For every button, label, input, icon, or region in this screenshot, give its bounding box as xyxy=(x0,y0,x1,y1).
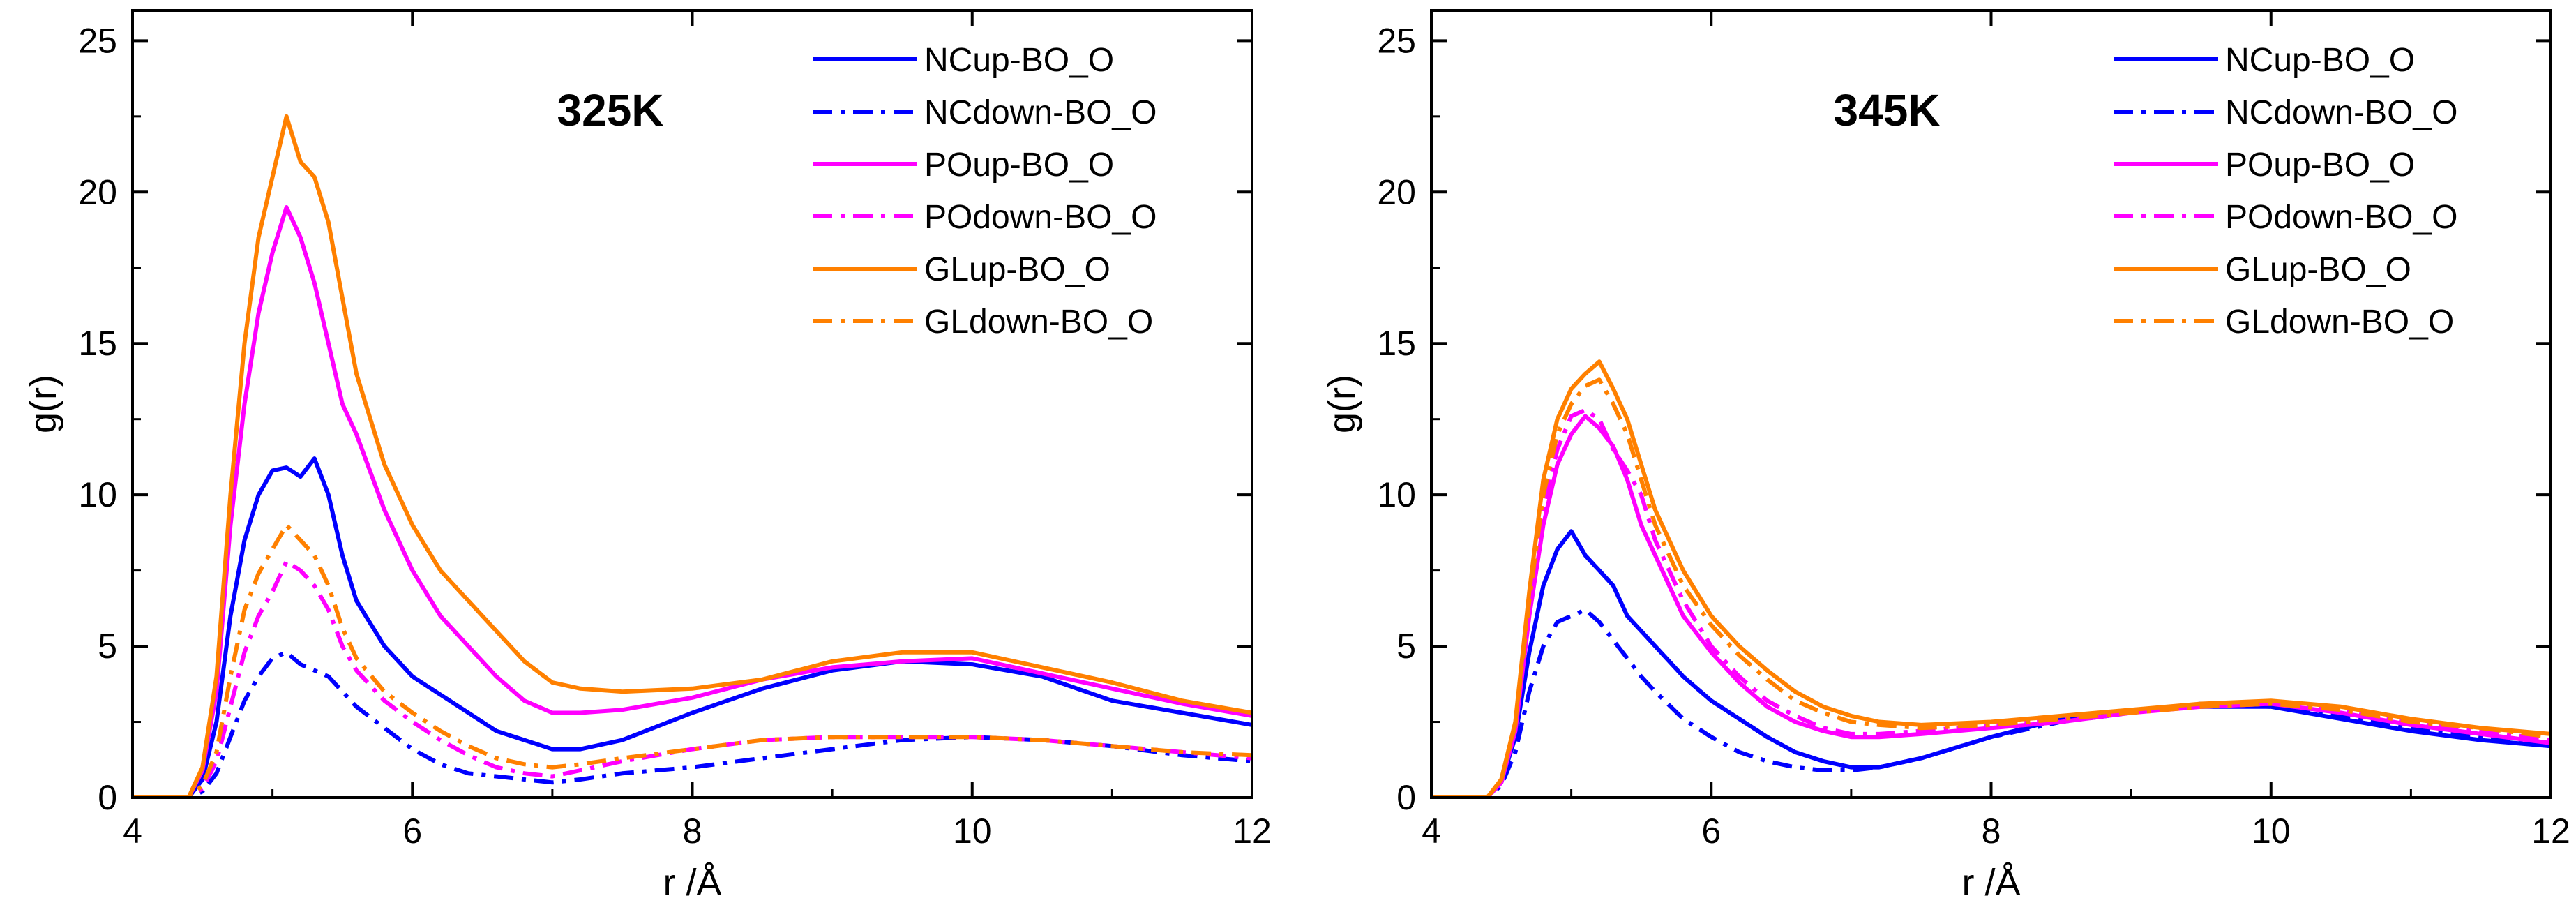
series-line xyxy=(133,456,1252,798)
series-line xyxy=(1431,408,2551,798)
x-tick-label: 12 xyxy=(2531,812,2570,851)
series-line xyxy=(1431,529,2551,798)
x-tick-label: 12 xyxy=(1233,812,1272,851)
y-tick-label: 25 xyxy=(1377,21,1416,60)
y-axis-title: g(r) xyxy=(1321,375,1363,433)
x-tick-label: 10 xyxy=(953,812,992,851)
legend-entry: POup-BO_O xyxy=(924,147,1114,184)
y-tick-label: 15 xyxy=(1377,324,1416,363)
series-line xyxy=(133,559,1252,798)
legend-entry: GLup-BO_O xyxy=(2225,251,2411,288)
series-line xyxy=(133,650,1252,798)
y-tick-label: 10 xyxy=(1377,475,1416,514)
series-line xyxy=(133,523,1252,798)
x-tick-label: 8 xyxy=(683,812,702,851)
panel-title: 325K xyxy=(557,85,664,135)
panel-title: 345K xyxy=(1834,85,1941,135)
x-tick-label: 4 xyxy=(123,812,142,851)
legend-entry: POup-BO_O xyxy=(2225,147,2415,184)
x-tick-label: 10 xyxy=(2252,812,2291,851)
y-tick-label: 0 xyxy=(1396,778,1416,817)
y-tick-label: 10 xyxy=(78,475,117,514)
series-line xyxy=(1431,359,2551,798)
legend-entry: POdown-BO_O xyxy=(924,199,1157,236)
legend-entry: NCup-BO_O xyxy=(2225,42,2415,79)
legend: NCup-BO_O NCdown-BO_O POup-BO_O POdown-BO_O… xyxy=(2114,42,2457,341)
x-tick-label: 8 xyxy=(1982,812,2001,851)
series-line xyxy=(1431,608,2551,798)
legend-entry: NCdown-BO_O xyxy=(924,94,1157,131)
x-axis-title: r /Å xyxy=(663,862,721,904)
y-tick-label: 15 xyxy=(78,324,117,363)
legend-entry: NCdown-BO_O xyxy=(2225,94,2457,131)
y-axis-title: g(r) xyxy=(22,375,64,433)
y-tick-label: 25 xyxy=(78,21,117,60)
x-tick-label: 4 xyxy=(1422,812,1441,851)
series-group xyxy=(133,114,1252,798)
y-tick-label: 20 xyxy=(1377,172,1416,211)
x-axis-title: r /Å xyxy=(1961,862,2020,904)
series-line xyxy=(1431,414,2551,798)
y-tick-label: 20 xyxy=(78,172,117,211)
y-tick-label: 5 xyxy=(1396,627,1416,666)
series-line xyxy=(133,205,1252,798)
series-line xyxy=(133,114,1252,798)
legend-entry: POdown-BO_O xyxy=(2225,199,2457,236)
series-line xyxy=(1431,377,2551,798)
legend-entry: GLdown-BO_O xyxy=(924,304,1153,341)
legend-entry: GLdown-BO_O xyxy=(2225,304,2454,341)
y-tick-label: 0 xyxy=(98,778,117,817)
legend-entry: NCup-BO_O xyxy=(924,42,1114,79)
x-tick-label: 6 xyxy=(402,812,422,851)
legend: NCup-BO_O NCdown-BO_O POup-BO_O POdown-BO_O… xyxy=(813,42,1157,341)
y-tick-label: 5 xyxy=(98,627,117,666)
legend-entry: GLup-BO_O xyxy=(924,251,1110,288)
series-group xyxy=(1431,359,2551,798)
x-tick-label: 6 xyxy=(1701,812,1721,851)
